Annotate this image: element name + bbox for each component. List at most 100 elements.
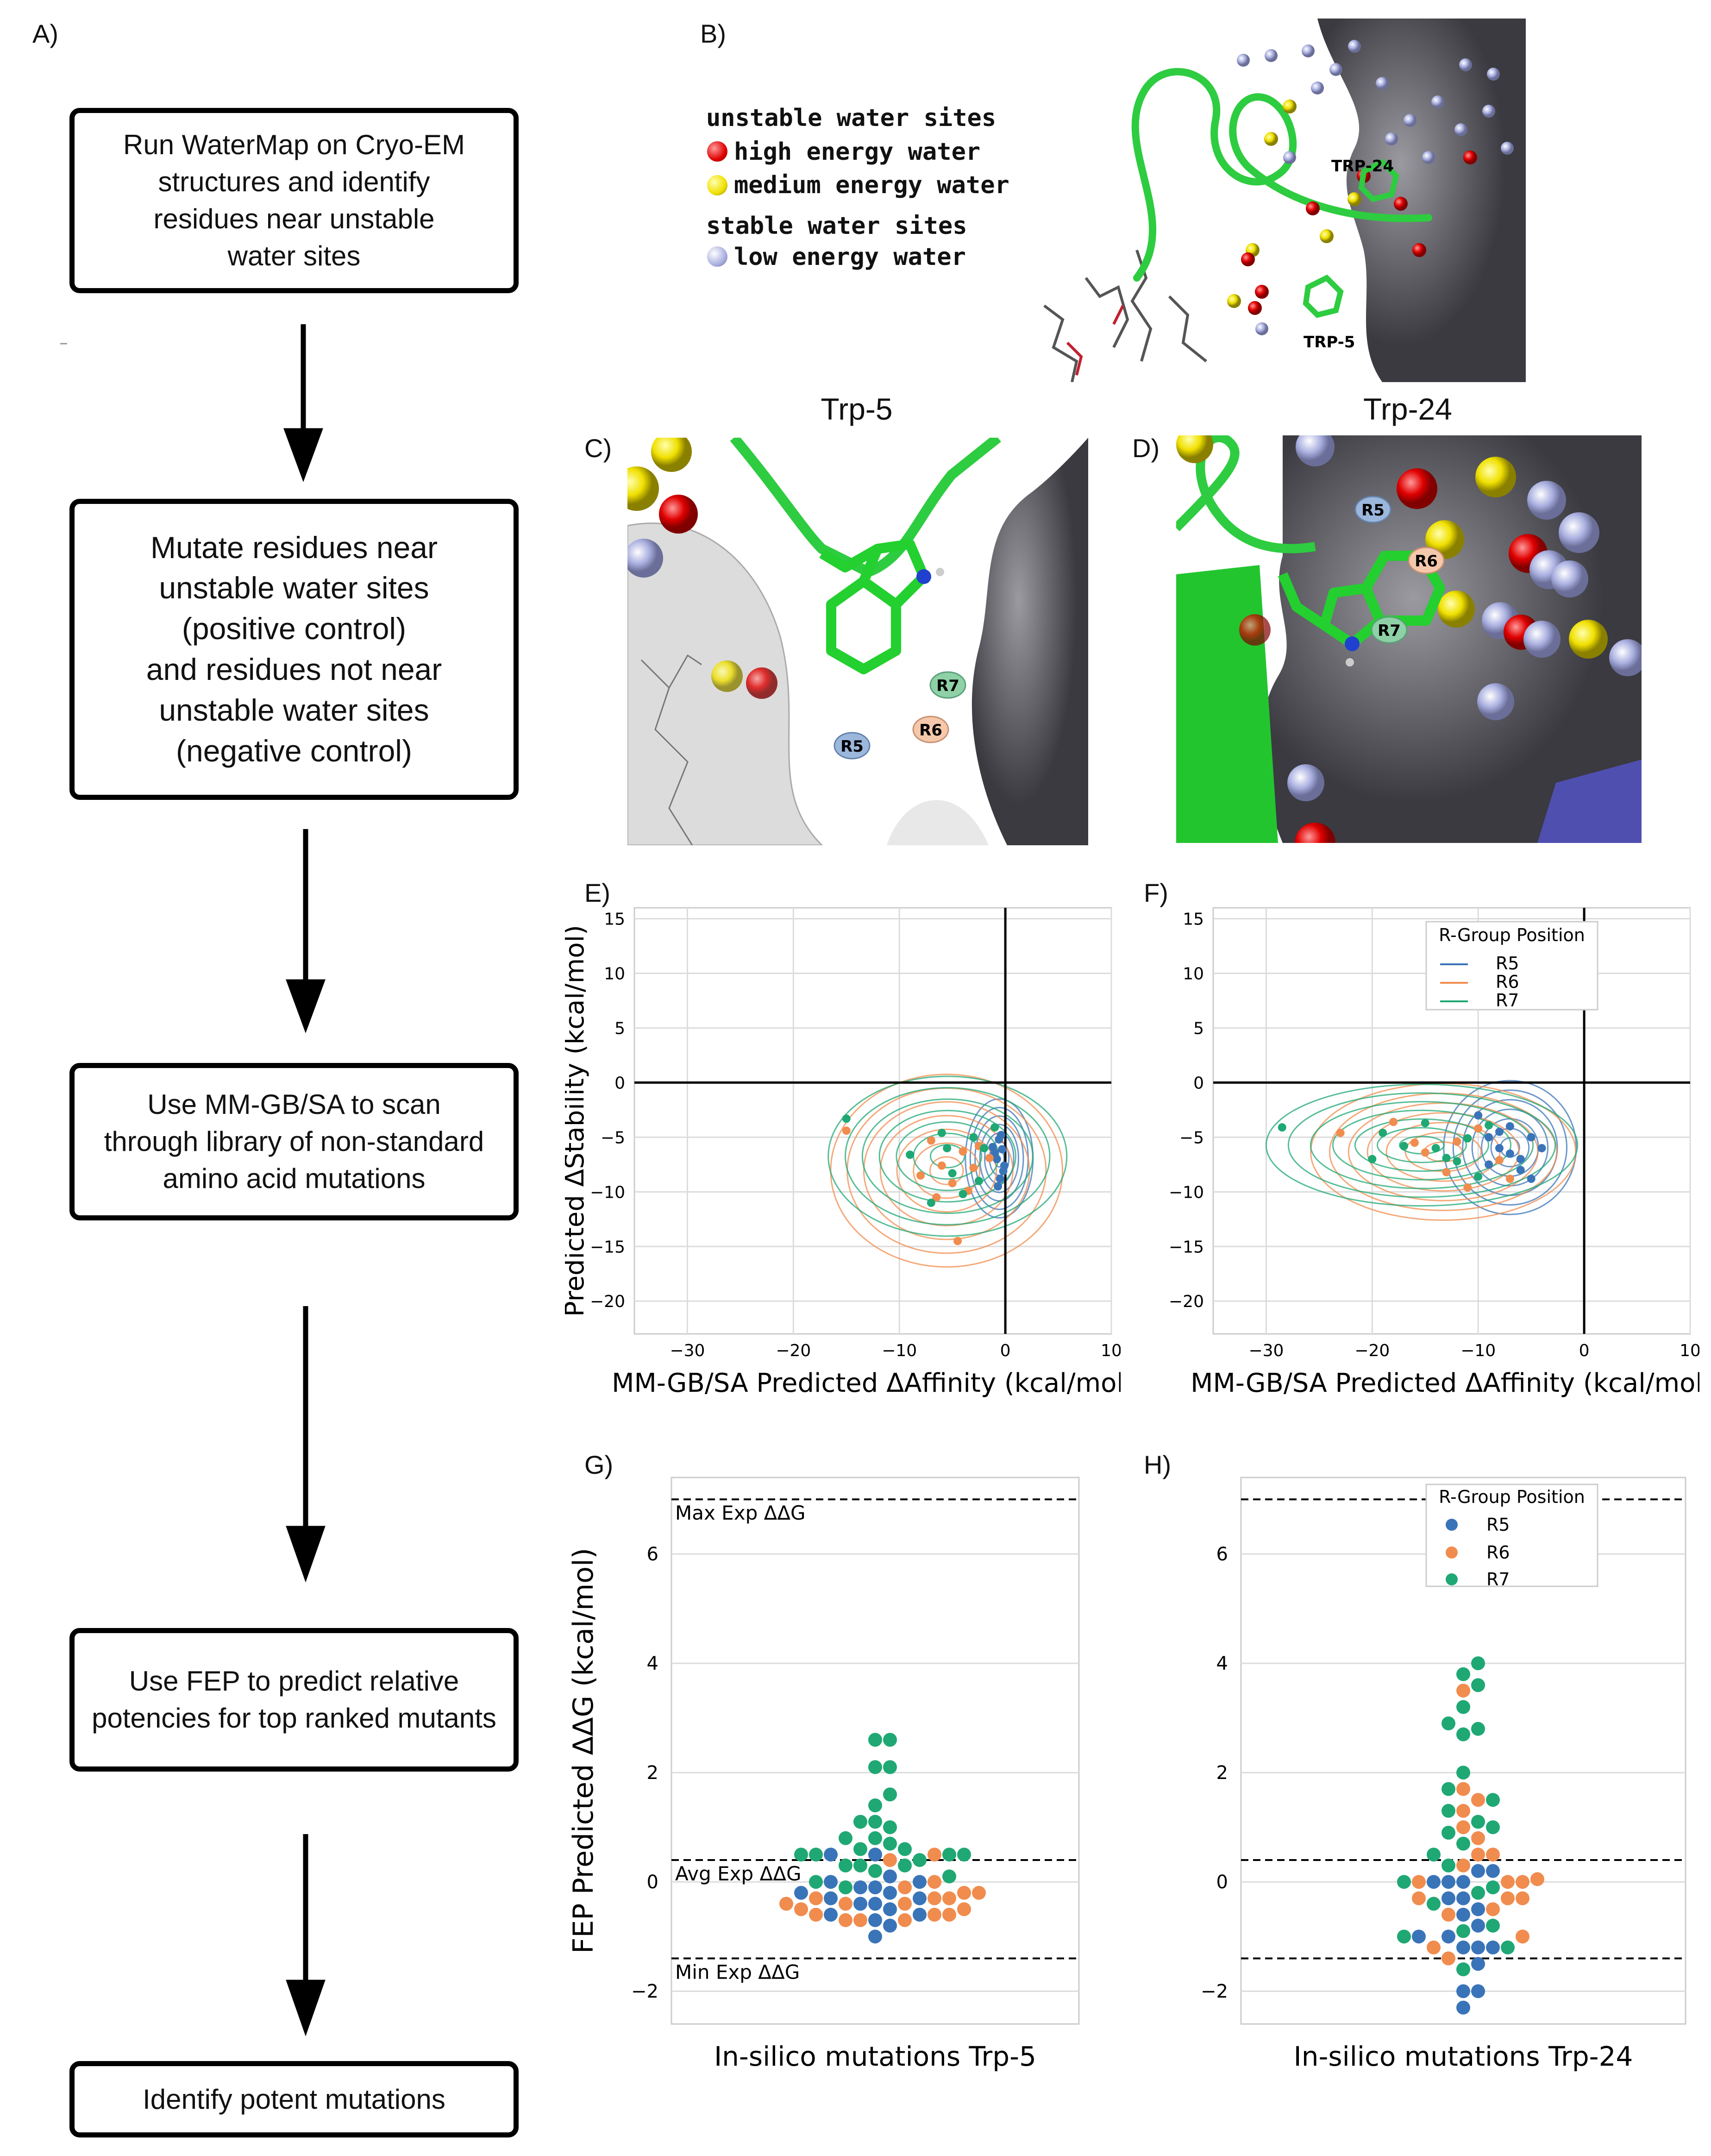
swarm-point-r5 <box>1471 1957 1485 1971</box>
flow-arrowhead-1 <box>283 428 323 482</box>
swarm-point-r7 <box>1456 1962 1470 1976</box>
swarm-point-r7 <box>942 1869 956 1884</box>
point-r6 <box>1421 1148 1429 1157</box>
chart-h-xlabel: In-silico mutations Trp-24 <box>1294 2041 1633 2072</box>
density-contour-r7 <box>861 1098 1034 1214</box>
swarm-point-r7 <box>942 1848 956 1862</box>
swarm-point-r7 <box>1442 1716 1455 1730</box>
reference-line-label: Min Exp ΔΔG <box>675 1961 800 1983</box>
point-r6 <box>932 1193 941 1202</box>
medium-energy-water-icon <box>707 175 727 195</box>
swarm-point-r6 <box>957 1902 971 1917</box>
swarm-point-r6 <box>1501 1891 1515 1905</box>
point-r5 <box>1527 1133 1536 1142</box>
legend-medium: medium energy water <box>734 171 1009 199</box>
y-tick-label: 0 <box>614 1074 625 1093</box>
panel-label-f: F) <box>1144 878 1168 907</box>
point-r5 <box>1505 1149 1514 1158</box>
swarm-point-r6 <box>972 1886 986 1900</box>
y-tick-label: −5 <box>601 1128 625 1147</box>
swarm-point-r6 <box>1471 1831 1485 1845</box>
point-r5 <box>998 1145 1007 1154</box>
flow-arrowhead-4 <box>286 1980 326 2037</box>
y-tick-label: 2 <box>1216 1762 1228 1784</box>
reference-line-label: Avg Exp ΔΔG <box>675 1862 802 1885</box>
chart-g-xlabel: In-silico mutations Trp-5 <box>714 2041 1036 2072</box>
chart-f: −30 −20 −10 0 10 15 10 5 0 −5 −10 −15 −20 MM-GB/SA P… <box>1169 907 1699 1398</box>
panel-label-d: D) <box>1132 434 1160 463</box>
structure-overview: TRP-24 TRP-5 <box>1030 19 1526 382</box>
panel-d-title: Trp-24 <box>1363 392 1452 426</box>
chart-f-xlabel: MM-GB/SA Predicted ΔAffinity (kcal/mol) <box>1191 1368 1699 1398</box>
swarm-point-r7 <box>883 1733 897 1747</box>
swarm-point-r7 <box>794 1848 808 1862</box>
high-energy-water-icon <box>707 141 727 162</box>
point-r7 <box>948 1169 957 1178</box>
chart-g-ylabel: FEP Predicted ΔΔG (kcal/mol) <box>567 1548 600 1954</box>
point-r7 <box>1400 1142 1408 1150</box>
point-r6 <box>1453 1137 1461 1146</box>
swarm-point-r7 <box>1471 1886 1485 1900</box>
density-contour-r7 <box>1265 1083 1579 1207</box>
swarm-point-r7 <box>853 1815 867 1829</box>
swarm-point-r5 <box>1471 1984 1485 1999</box>
swarm-point-r5 <box>1442 1875 1455 1889</box>
swarm-point-r7 <box>1456 1766 1470 1780</box>
point-r5 <box>1474 1111 1483 1120</box>
trp24-closeup: R5 R6 R7 <box>1176 435 1642 843</box>
chart-f-legend-r5: R5 <box>1496 953 1519 974</box>
swarm-point-r6 <box>898 1880 912 1894</box>
chart-e-ylabel: Predicted ΔStability (kcal/mol) <box>565 925 590 1317</box>
point-r5 <box>992 1155 1001 1163</box>
swarm-point-r6 <box>883 1853 897 1867</box>
point-r7 <box>1421 1119 1429 1127</box>
swarm-point-r5 <box>1486 1864 1500 1878</box>
y-tick-label: −5 <box>1179 1128 1204 1147</box>
swarm-point-r7 <box>1456 1727 1470 1741</box>
swarm-point-r5 <box>868 1848 882 1862</box>
y-tick-label: −2 <box>631 1981 658 2002</box>
swarm-point-r7 <box>1456 1836 1470 1851</box>
panel-label-h: H) <box>1144 1450 1172 1479</box>
swarm-point-r5 <box>913 1908 927 1922</box>
y-tick-label: 0 <box>647 1872 658 1893</box>
point-r7 <box>990 1123 999 1132</box>
point-r5 <box>1495 1144 1504 1152</box>
chart-h: 6 4 2 0 −2 In-silico mutations Trp-24 R-Grou… <box>1201 1477 1686 2072</box>
swarm-point-r6 <box>1501 1875 1515 1889</box>
swarm-point-r6 <box>1456 1820 1470 1835</box>
y-tick-label: 0 <box>1216 1872 1228 1893</box>
point-r6 <box>1463 1183 1472 1192</box>
swarm-point-r7 <box>1427 1848 1441 1862</box>
point-r6 <box>937 1161 946 1170</box>
swarm-point-r7 <box>883 1787 897 1802</box>
swarm-point-r7 <box>868 1733 882 1747</box>
tag-r5-d: R5 <box>1361 501 1385 520</box>
density-contour-r6 <box>929 1156 964 1185</box>
swarm-point-r5 <box>1456 1891 1470 1905</box>
density-contour-r7 <box>1287 1092 1556 1198</box>
point-r6 <box>985 1154 994 1163</box>
swarm-point-r6 <box>839 1897 852 1911</box>
label-trp5: TRP-5 <box>1304 333 1355 352</box>
density-contour-r5 <box>1452 1089 1568 1206</box>
swarm-point-r5 <box>883 1869 897 1884</box>
swarm-point-r7 <box>1397 1930 1411 1944</box>
swarm-point-r7 <box>839 1831 852 1845</box>
chart-h-legend-r5: R5 <box>1486 1515 1510 1535</box>
point-r5 <box>997 1131 1005 1139</box>
chart-f-legend-title: R-Group Position <box>1439 925 1585 945</box>
swarm-point-r7 <box>913 1853 927 1867</box>
point-r7 <box>1278 1123 1286 1132</box>
point-r6 <box>959 1147 967 1156</box>
swarm-point-r7 <box>1442 1804 1455 1818</box>
y-tick-label: −15 <box>590 1238 625 1257</box>
point-r5 <box>1000 1161 1009 1170</box>
point-r5 <box>1485 1160 1493 1169</box>
swarm-point-r7 <box>898 1842 912 1856</box>
swarm-point-r7 <box>853 1858 867 1873</box>
panel-label-b: B) <box>700 19 726 48</box>
swarm-point-r7 <box>957 1848 971 1862</box>
swarm-point-r6 <box>957 1886 971 1900</box>
swarm-point-r7 <box>1397 1875 1411 1889</box>
